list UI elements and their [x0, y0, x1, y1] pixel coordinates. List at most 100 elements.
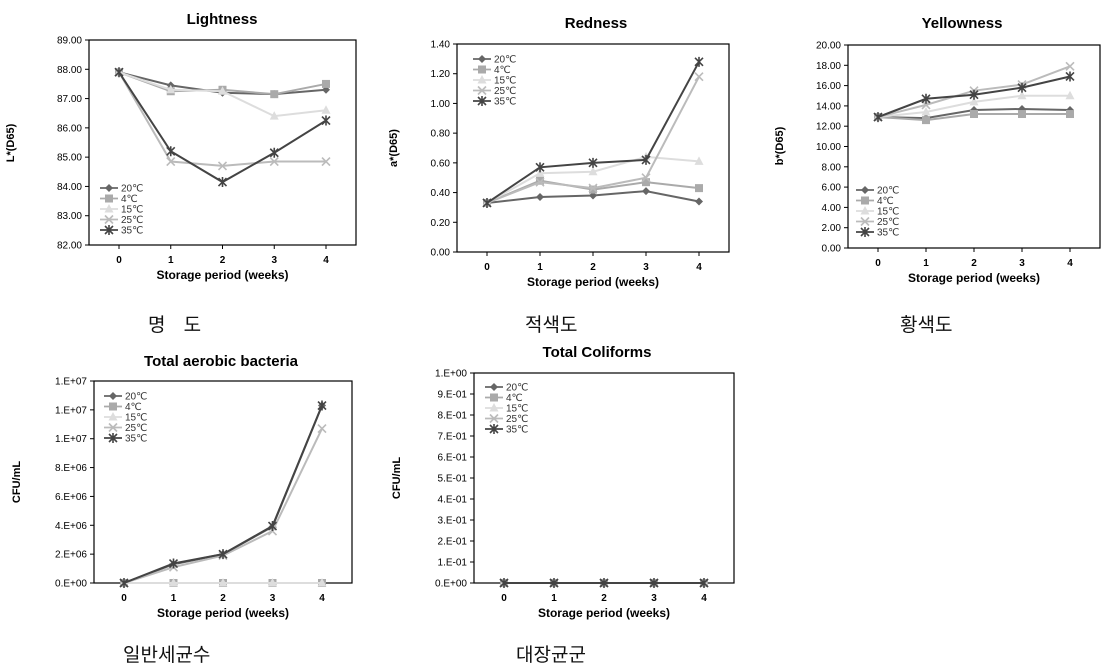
x-axis-label: Storage period (weeks) [527, 275, 659, 289]
caption-yellowness: 황색도 [900, 314, 953, 336]
legend-marker [860, 206, 870, 215]
legend-marker [104, 204, 114, 213]
legend-label: 25℃ [125, 423, 147, 434]
y-axis-label: b*(D65) [774, 126, 786, 165]
y-tick-label: 10.00 [816, 142, 841, 153]
data-point [317, 400, 327, 411]
legend-marker [478, 55, 486, 63]
y-tick-label: 20.00 [816, 41, 841, 52]
data-point [168, 558, 179, 569]
y-tick-label: 88.00 [57, 65, 82, 76]
chart-1: Redness 0.00 0.20 0.40 0.60 0.80 1.00 1.20 1.40 0… [388, 15, 730, 289]
y-tick-label: 0.E+00 [55, 579, 87, 590]
y-tick-label: 14.00 [816, 101, 841, 112]
data-point [536, 176, 544, 185]
x-tick-label: 3 [271, 255, 277, 266]
y-tick-label: 6.00 [822, 183, 842, 194]
data-point [166, 84, 176, 94]
data-point [1017, 82, 1027, 93]
series-line-3 [123, 428, 323, 584]
y-tick-label: 4.00 [822, 203, 842, 214]
legend-marker [861, 196, 869, 205]
data-point [599, 578, 609, 588]
data-point [166, 156, 176, 167]
legend-label: 20℃ [494, 55, 516, 66]
y-tick-label: 89.00 [57, 36, 82, 47]
legend-label: 35℃ [877, 228, 899, 239]
data-point [317, 424, 327, 434]
data-point [1066, 110, 1074, 119]
y-tick-label: 84.00 [57, 182, 82, 193]
chart-2: Yellowness 0.00 2.00 4.00 6.00 8.00 10.00 12.00… [774, 15, 1101, 285]
x-tick-label: 0 [484, 262, 490, 273]
legend-label: 20℃ [125, 392, 147, 403]
data-point [114, 67, 124, 78]
y-tick-label: 86.00 [57, 123, 82, 134]
legend-label: 20℃ [121, 184, 143, 195]
legend-label: 15℃ [506, 404, 528, 415]
x-tick-label: 0 [116, 255, 122, 266]
data-point [970, 110, 978, 119]
y-tick-label: 83.00 [57, 211, 82, 222]
legend-marker [105, 184, 113, 192]
data-point [535, 168, 545, 177]
legend-label: 20℃ [877, 186, 899, 197]
x-tick-label: 2 [590, 262, 596, 273]
series-line-4 [486, 61, 700, 204]
x-tick-label: 4 [1067, 258, 1073, 269]
legend-label: 35℃ [121, 226, 143, 237]
y-tick-label: 6.E-01 [438, 453, 468, 464]
y-tick-label: 1.E+00 [435, 369, 467, 380]
data-point [218, 549, 228, 560]
caption-aerobic-bacteria: 일반세균수 [123, 644, 211, 666]
x-axis-label: Storage period (weeks) [156, 268, 288, 282]
y-tick-label: 87.00 [57, 94, 82, 105]
x-tick-label: 1 [551, 593, 557, 604]
data-point [641, 154, 651, 165]
x-tick-label: 0 [121, 593, 127, 604]
y-tick-label: 85.00 [57, 153, 82, 164]
data-point [535, 177, 545, 187]
chart-title: Total Coliforms [543, 344, 652, 361]
data-point [649, 578, 659, 588]
y-tick-label: 9.E-01 [438, 390, 468, 401]
data-point [269, 156, 279, 167]
legend-label: 15℃ [877, 207, 899, 218]
data-point [588, 183, 598, 193]
legend-marker [860, 227, 870, 237]
y-axis-label: CFU/mL [11, 461, 23, 503]
data-point [217, 161, 228, 171]
y-tick-label: 7.E-01 [438, 432, 468, 443]
y-axis-label: L*(D65) [5, 123, 17, 162]
y-tick-label: 4.E+06 [55, 521, 87, 532]
x-tick-label: 2 [971, 258, 977, 269]
legend-label: 35℃ [125, 434, 147, 445]
data-point [695, 184, 703, 193]
y-tick-label: 5.E-01 [438, 474, 468, 485]
x-tick-label: 4 [319, 593, 325, 604]
data-point [268, 578, 277, 587]
data-point [589, 185, 597, 194]
y-tick-label: 1.20 [431, 69, 451, 80]
data-point [499, 578, 509, 588]
y-tick-label: 0.E+00 [435, 579, 467, 590]
legend-marker [109, 402, 117, 411]
legend-label: 15℃ [121, 205, 143, 216]
data-point [322, 79, 330, 88]
data-point [269, 111, 279, 120]
data-point [166, 146, 176, 157]
legend-marker [108, 433, 118, 443]
legend-marker [860, 216, 870, 227]
data-point [588, 166, 598, 176]
legend-label: 15℃ [125, 413, 147, 424]
data-point [321, 115, 331, 126]
data-point [218, 86, 227, 95]
y-tick-label: 1.E-01 [438, 558, 468, 569]
y-tick-label: 0.40 [431, 188, 451, 199]
data-point [694, 72, 704, 82]
y-tick-label: 82.00 [57, 241, 82, 252]
x-tick-label: 2 [220, 255, 226, 266]
legend-label: 35℃ [494, 97, 516, 108]
legend-marker [478, 65, 486, 74]
y-tick-label: 3.E-01 [438, 516, 468, 527]
